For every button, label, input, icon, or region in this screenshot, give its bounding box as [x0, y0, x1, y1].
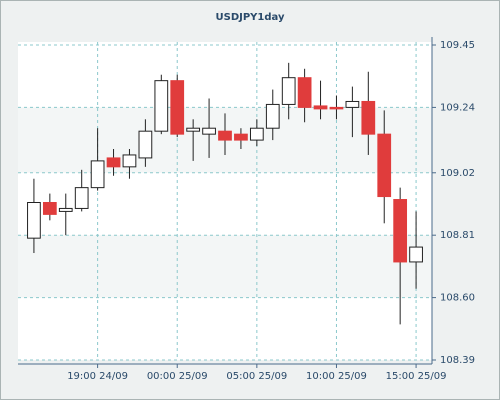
x-tick-label: 05:00 25/09 — [226, 371, 287, 382]
candle-body — [138, 130, 153, 159]
candle-body — [74, 187, 89, 209]
candle-body — [361, 100, 376, 135]
candle-body — [249, 127, 264, 141]
candle-body — [106, 157, 121, 168]
candle-body — [42, 202, 57, 215]
y-tick-label: 109.24 — [440, 102, 475, 113]
candle-body — [409, 246, 423, 263]
candle-body — [170, 80, 185, 135]
candle-body — [27, 202, 41, 239]
candle-body — [345, 100, 360, 108]
candle-body — [377, 133, 392, 198]
candle-body — [186, 127, 201, 132]
candle-body — [393, 199, 408, 263]
candle-body — [329, 106, 344, 110]
candle-body — [313, 105, 328, 110]
candle-body — [90, 160, 105, 189]
candle-body — [234, 133, 248, 141]
chart-title: USDJPY1day — [216, 12, 285, 23]
x-tick-label: 19:00 24/09 — [67, 371, 128, 382]
candle-body — [265, 103, 280, 129]
candle-body — [218, 130, 232, 141]
candle-body — [122, 154, 137, 168]
y-tick-label: 108.39 — [440, 355, 475, 366]
candle-body — [154, 80, 169, 132]
y-tick-label: 109.02 — [440, 168, 475, 179]
y-tick-label: 108.81 — [440, 230, 475, 241]
x-tick-label: 10:00 25/09 — [306, 371, 367, 382]
y-tick-label: 108.60 — [440, 293, 475, 304]
y-tick-label: 109.45 — [440, 40, 475, 51]
x-tick-label: 00:00 25/09 — [147, 371, 208, 382]
candle-body — [297, 77, 312, 108]
candle-body — [281, 77, 296, 105]
grid-band — [18, 235, 432, 298]
candle-body — [202, 127, 216, 135]
candle-body — [58, 207, 73, 212]
x-tick-label: 15:00 25/09 — [386, 371, 447, 382]
